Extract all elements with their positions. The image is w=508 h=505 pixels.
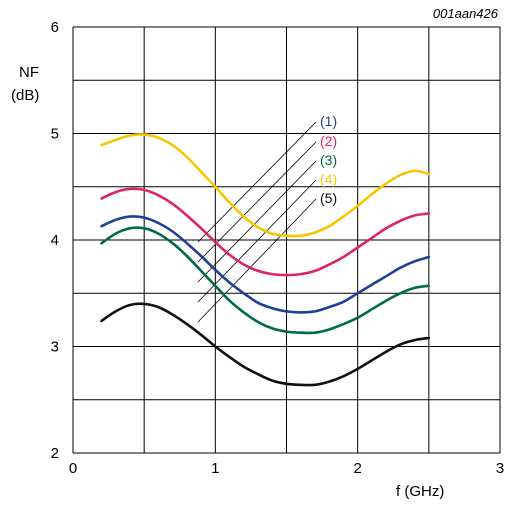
legend-label-2: (2) bbox=[320, 133, 337, 149]
leader-line-3 bbox=[197, 160, 317, 283]
y-tick-label: 5 bbox=[51, 126, 59, 143]
leader-line-4 bbox=[197, 179, 317, 303]
leader-line-5 bbox=[197, 198, 317, 323]
y-tick-label: 6 bbox=[51, 19, 59, 36]
y-tick-label: 4 bbox=[51, 232, 59, 249]
x-axis-label: f (GHz) bbox=[396, 483, 444, 500]
grid bbox=[72, 26, 501, 454]
y-tick-label: 2 bbox=[51, 445, 59, 462]
tick-labels: 0 1 2 3 2 3 4 5 6 bbox=[51, 19, 505, 477]
y-axis-label-line2: (dB) bbox=[11, 87, 39, 104]
legend: (1) (2) (3) (4) (5) bbox=[320, 113, 337, 206]
y-axis-label-line1: NF bbox=[19, 64, 39, 81]
y-tick-label: 3 bbox=[51, 339, 59, 356]
x-tick-label: 2 bbox=[353, 460, 361, 477]
legend-leader-lines bbox=[197, 121, 317, 323]
legend-label-5: (5) bbox=[320, 190, 337, 206]
series-line-4 bbox=[100, 133, 431, 238]
series-line-5 bbox=[100, 302, 431, 387]
leader-line-2 bbox=[197, 141, 317, 263]
series-lines bbox=[100, 133, 431, 387]
x-tick-label: 1 bbox=[211, 460, 219, 477]
figure-code: 001aan426 bbox=[433, 6, 499, 21]
series-line-1 bbox=[100, 215, 431, 314]
legend-label-1: (1) bbox=[320, 113, 337, 129]
legend-label-4: (4) bbox=[320, 171, 337, 187]
legend-label-3: (3) bbox=[320, 152, 337, 168]
series-line-2 bbox=[100, 187, 431, 277]
x-tick-label: 0 bbox=[69, 460, 77, 477]
x-tick-label: 3 bbox=[496, 460, 504, 477]
series-line-3 bbox=[100, 226, 431, 335]
leader-line-1 bbox=[197, 121, 317, 243]
